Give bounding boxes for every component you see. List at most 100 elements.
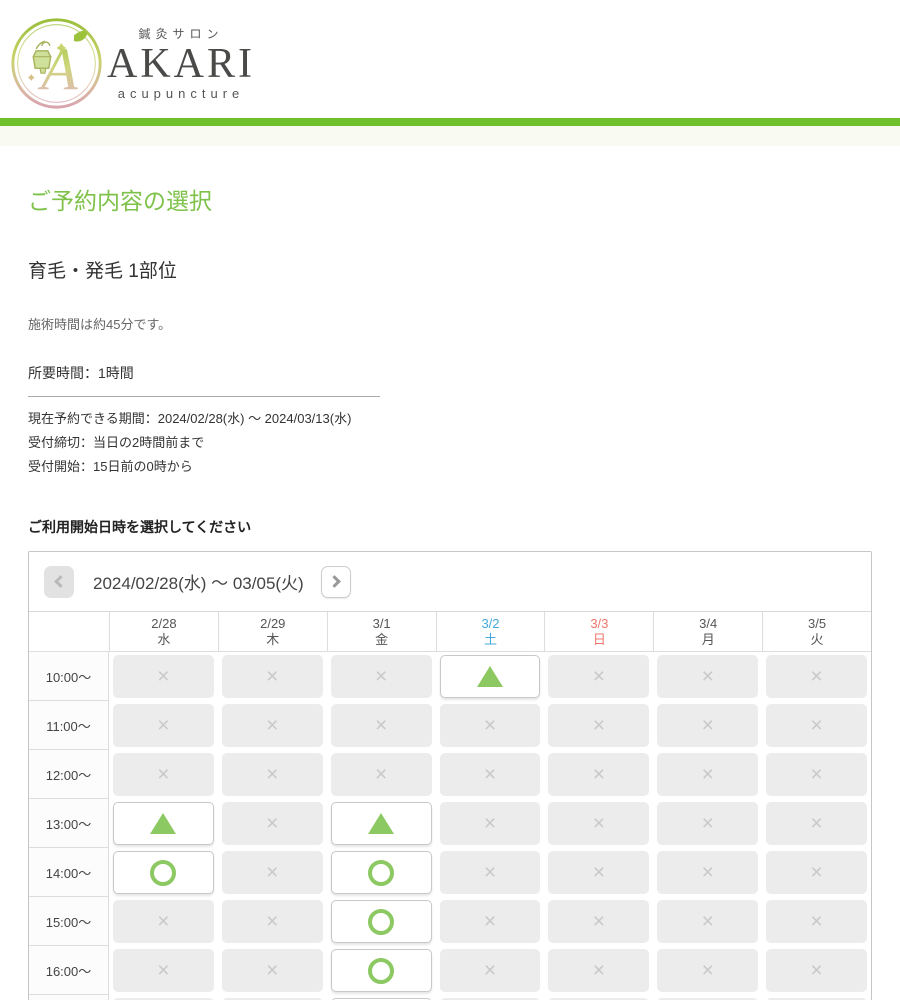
x-mark-icon: × <box>266 665 279 688</box>
slot-unavailable: × <box>766 753 867 796</box>
slot-unavailable: × <box>657 704 759 747</box>
slot-unavailable: × <box>548 753 650 796</box>
x-mark-icon: × <box>810 714 823 737</box>
bookable-period: 現在予約できる期間：2024/02/28(水) ～ 2024/03/13(水) <box>28 411 352 426</box>
slot-2/28-14:00 <box>109 848 218 897</box>
time-label: 15:00～ <box>29 897 109 946</box>
slot-unavailable: × <box>548 802 650 845</box>
x-mark-icon: × <box>157 714 170 737</box>
slot-few-available[interactable] <box>439 655 541 698</box>
calendar-row-17:00: 17:00～ × × × × × × <box>29 995 871 1000</box>
x-mark-icon: × <box>266 910 279 933</box>
slot-unavailable: × <box>221 949 323 992</box>
slot-unavailable: × <box>330 655 432 698</box>
slot-unavailable: × <box>766 655 867 698</box>
slot-unavailable: × <box>221 704 323 747</box>
slot-unavailable: × <box>548 704 650 747</box>
slot-unavailable: × <box>766 949 867 992</box>
slot-3/1-12:00: × <box>327 750 436 799</box>
x-mark-icon: × <box>592 665 605 688</box>
day-header-3/3: 3/3 日 <box>544 612 653 651</box>
day-header-3/5: 3/5 火 <box>762 612 871 651</box>
day-header-2/28: 2/28 水 <box>109 612 218 651</box>
slot-3/1-17:00 <box>327 995 436 1000</box>
page-title: ご予約内容の選択 <box>28 188 212 214</box>
time-label: 11:00～ <box>29 701 109 750</box>
x-mark-icon: × <box>266 812 279 835</box>
slot-2/28-11:00: × <box>109 701 218 750</box>
slot-unavailable: × <box>439 900 541 943</box>
slot-3/3-14:00: × <box>544 848 653 897</box>
logo[interactable]: A 鍼灸サロン AKARI acupuncture <box>0 0 900 111</box>
slot-unavailable: × <box>766 704 867 747</box>
circle-icon <box>368 908 395 935</box>
calendar-nav: 2024/02/28(水) ～ 03/05(火) <box>29 552 871 612</box>
slot-available[interactable] <box>113 851 214 894</box>
slot-unavailable: × <box>439 851 541 894</box>
next-week-button[interactable] <box>320 565 351 598</box>
x-mark-icon: × <box>701 812 714 835</box>
slot-2/28-15:00: × <box>109 897 218 946</box>
day-header-3/4: 3/4 月 <box>653 612 762 651</box>
slot-3/1-14:00 <box>327 848 436 897</box>
calendar-row-10:00: 10:00～ × × × × × × <box>29 652 871 701</box>
slot-unavailable: × <box>439 753 541 796</box>
slot-3/4-16:00: × <box>653 946 762 995</box>
slot-3/2-15:00: × <box>436 897 545 946</box>
time-label: 14:00～ <box>29 848 109 897</box>
slot-unavailable: × <box>113 998 214 1000</box>
accent-bar <box>0 118 900 126</box>
slot-3/1-11:00: × <box>327 701 436 750</box>
x-mark-icon: × <box>483 861 497 884</box>
prev-week-button[interactable] <box>44 565 74 598</box>
slot-unavailable: × <box>113 949 214 992</box>
calendar-row-15:00: 15:00～ × × × × × × <box>29 897 871 946</box>
slot-3/2-14:00: × <box>436 848 545 897</box>
x-mark-icon: × <box>157 959 170 982</box>
course-note: 施術時間は約45分です。 <box>28 317 172 332</box>
slot-unavailable: × <box>221 753 323 796</box>
slot-2/29-17:00: × <box>218 995 327 1000</box>
calendar-grid: 10:00～ × × × × × × 11:00～ × × × × × × × 12:00～ × × × × × × × 13… <box>29 652 871 1000</box>
slot-3/3-16:00: × <box>544 946 653 995</box>
slot-unavailable: × <box>657 949 759 992</box>
calendar-row-11:00: 11:00～ × × × × × × × <box>29 701 871 750</box>
slot-unavailable: × <box>330 704 432 747</box>
logo-name: AKARI <box>107 40 255 87</box>
slot-unavailable: × <box>657 753 759 796</box>
main-content: ご予約内容の選択 育毛・発毛 1部位 施術時間は約45分です。 所要時間：1時間… <box>0 182 900 1000</box>
x-mark-icon: × <box>375 763 388 786</box>
slot-unavailable: × <box>113 704 214 747</box>
slot-few-available[interactable] <box>113 802 214 845</box>
slot-2/29-14:00: × <box>218 848 327 897</box>
x-mark-icon: × <box>375 714 388 737</box>
slot-unavailable: × <box>548 949 650 992</box>
x-mark-icon: × <box>592 959 605 982</box>
slot-available[interactable] <box>330 851 432 894</box>
slot-unavailable: × <box>657 998 759 1000</box>
chevron-left-icon <box>54 575 67 588</box>
slot-unavailable: × <box>548 655 650 698</box>
slot-2/29-15:00: × <box>218 897 327 946</box>
triangle-icon <box>150 813 177 834</box>
week-range-label: 2024/02/28(水) ～ 03/05(火) <box>93 574 304 593</box>
x-mark-icon: × <box>592 812 605 835</box>
slot-3/2-13:00: × <box>436 799 545 848</box>
slot-available[interactable] <box>330 949 432 992</box>
time-label: 16:00～ <box>29 946 109 995</box>
slot-2/28-13:00 <box>109 799 218 848</box>
x-mark-icon: × <box>483 910 497 933</box>
x-mark-icon: × <box>592 714 605 737</box>
slot-3/4-12:00: × <box>653 750 762 799</box>
slot-available[interactable] <box>330 900 432 943</box>
slot-unavailable: × <box>113 753 214 796</box>
slot-few-available[interactable] <box>330 802 432 845</box>
lantern-logo-icon: A <box>11 18 102 109</box>
circle-icon <box>368 859 395 886</box>
slot-unavailable: × <box>439 949 541 992</box>
calendar-row-13:00: 13:00～ × × × × × <box>29 799 871 848</box>
x-mark-icon: × <box>701 959 714 982</box>
x-mark-icon: × <box>157 763 170 786</box>
slot-unavailable: × <box>657 655 759 698</box>
slot-3/1-10:00: × <box>327 652 436 701</box>
